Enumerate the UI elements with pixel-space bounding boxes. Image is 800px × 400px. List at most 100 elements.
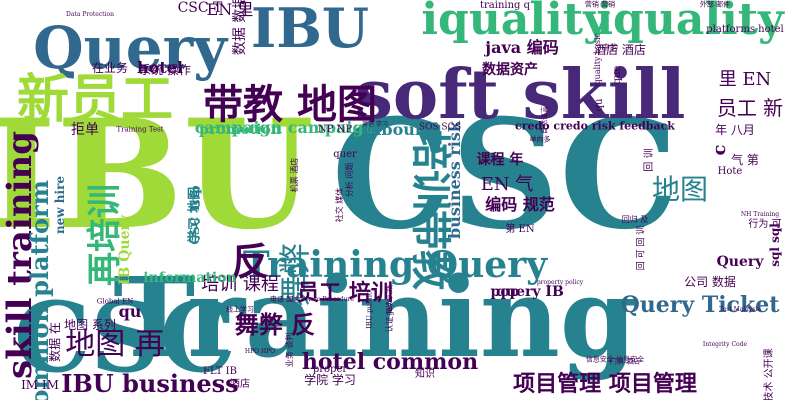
word-cloud-word: Hote xyxy=(717,166,743,177)
word-cloud-word: quer xyxy=(333,149,357,160)
word-cloud-word: NH Training xyxy=(740,211,780,218)
word-cloud-word: IBU business xyxy=(61,369,239,398)
word-cloud-word: 回 训 xyxy=(644,148,655,172)
word-cloud-word: 地图 再 xyxy=(65,327,165,362)
word-cloud-word: 员工 培训 xyxy=(297,280,393,306)
word-cloud-word: 中的 xyxy=(602,43,618,52)
word-cloud-word: promotion xyxy=(199,122,281,138)
word-cloud-word: 回 可 回 训 xyxy=(636,225,647,271)
word-cloud-word: 系统 操作 xyxy=(139,63,191,77)
word-cloud-word: Inbound xyxy=(362,120,438,139)
word-cloud-word: IBU xyxy=(251,0,369,60)
word-cloud-word: iquality xyxy=(596,0,784,45)
word-cloud-word: Training Test xyxy=(116,125,164,134)
word-cloud-word: iquality basic xyxy=(593,32,602,88)
word-cloud-word: IBU public xyxy=(365,291,374,329)
word-cloud-word: CSC Trip xyxy=(188,185,202,245)
word-cloud-word: platforms hotel xyxy=(706,24,784,35)
word-cloud-word: IB Query xyxy=(117,214,133,286)
word-cloud-word: proper xyxy=(312,364,348,375)
word-cloud-word: 课程 年 xyxy=(476,152,524,168)
word-cloud-word: 地图 xyxy=(651,173,709,206)
word-cloud-word: 外部 邮件 xyxy=(699,0,731,9)
word-cloud-word: 分析 问题 xyxy=(345,162,354,198)
word-cloud-word: hotel common xyxy=(301,349,479,375)
word-cloud-word: CSC T xyxy=(177,0,223,16)
word-cloud-word: IM IM xyxy=(21,378,59,392)
word-cloud-word: Training xyxy=(113,253,637,382)
word-cloud-word: 项目管理 项目管理 xyxy=(513,371,697,397)
word-cloud-word: 阅读 实践 xyxy=(385,284,394,316)
word-cloud-word: 机票 酒店 xyxy=(290,157,299,193)
word-cloud-word: credo credo risk feedback xyxy=(515,119,675,133)
word-cloud-word: NP NP xyxy=(317,124,353,135)
word-cloud-word: IBU xyxy=(0,87,314,263)
word-cloud-word: que xyxy=(612,65,623,85)
word-cloud-word: 行为 可 xyxy=(748,219,782,230)
word-cloud-word: 新员工 xyxy=(16,69,174,130)
word-cloud-word: 在业务 xyxy=(91,61,129,75)
word-cloud-word: 带教 地图 xyxy=(203,81,377,128)
word-cloud-word: 数据资产 xyxy=(482,62,538,78)
word-cloud-word: Training Query xyxy=(242,244,548,286)
word-cloud-word: 员工 新 xyxy=(716,96,784,120)
word-cloud-word: EN 里 xyxy=(206,0,254,19)
word-cloud-word: 拒单 xyxy=(71,122,99,138)
word-cloud-word: 社交 媒体 xyxy=(335,187,344,223)
word-cloud-word: 线上学习 xyxy=(226,305,254,314)
word-cloud-word: 第 EN xyxy=(505,224,535,235)
word-cloud-word: 门票 酒店 xyxy=(609,357,641,366)
word-cloud-word: 反 xyxy=(230,239,270,284)
word-cloud-word: Query xyxy=(33,14,227,82)
word-cloud-word: 自然语言 xyxy=(540,106,549,134)
word-cloud-word: 电话 国内 xyxy=(269,295,301,304)
word-cloud-word: java 编码 xyxy=(485,38,559,57)
word-cloud-word: training q xyxy=(479,0,531,11)
word-cloud-word: soft skill xyxy=(354,55,686,135)
word-cloud-word: common platform xyxy=(25,179,54,400)
word-cloud-word: iquality xyxy=(421,0,609,45)
word-cloud-word: Integrity Code xyxy=(702,341,748,348)
word-cloud-word: Data Protection xyxy=(66,11,114,18)
word-cloud-word: Global EN xyxy=(96,297,134,306)
word-cloud-word: c xyxy=(709,144,730,156)
word-cloud-word: Query Ticket xyxy=(620,292,780,318)
word-cloud-word: 业务 谈判 xyxy=(285,332,294,368)
word-cloud-word: CSC xyxy=(13,281,237,394)
word-cloud-word: 英语 学习 xyxy=(362,121,388,128)
word-cloud-word: Aero Procedure xyxy=(306,296,354,303)
word-cloud-word: 学院 学习 xyxy=(304,373,356,387)
word-cloud-word: 酒店 xyxy=(230,379,250,390)
word-cloud-word: 数据 在 xyxy=(48,322,62,362)
word-cloud-word: 回归 及 xyxy=(621,215,649,224)
word-cloud-word: 编码 规范 xyxy=(485,195,555,214)
word-cloud-word: SOS SOS xyxy=(418,122,462,133)
word-cloud-word: CSC xyxy=(331,87,679,263)
word-cloud-word: 里 EN xyxy=(718,69,772,90)
word-cloud-word: Test Malaysia xyxy=(719,306,761,313)
word-cloud-word: information xyxy=(143,270,237,286)
word-cloud-word: 地图 系列 xyxy=(64,318,116,332)
word-cloud-word: 年 八月 xyxy=(715,123,755,137)
word-cloud-word: property policy xyxy=(536,279,584,286)
word-cloud-word: 数据 数据 xyxy=(232,0,248,56)
word-cloud-word: 技术 公开课 xyxy=(764,348,775,400)
word-cloud-word: business risk xyxy=(445,121,464,239)
word-cloud-word: new hire xyxy=(53,175,67,235)
word-cloud-word: hotel xyxy=(137,58,183,77)
word-cloud-word: 公司 数据 xyxy=(684,275,736,289)
word-cloud-word: pop xyxy=(490,284,520,300)
word-cloud-word: 单向多 xyxy=(529,135,551,144)
word-cloud-word: 营销 营销 xyxy=(584,0,616,9)
word-cloud-word: EN 气 xyxy=(480,174,534,195)
word-cloud-word: 气 第 xyxy=(731,153,759,167)
word-cloud-word: Query xyxy=(716,254,764,270)
word-cloud-word: qu xyxy=(118,302,142,321)
word-cloud-word: HPO HPO xyxy=(244,348,276,355)
word-cloud-word: 知识 xyxy=(415,369,435,380)
word-cloud-word: 酒店 酒店 xyxy=(594,43,646,57)
word-cloud-word: query IB xyxy=(496,284,564,300)
word-cloud-word: qu xyxy=(594,98,605,112)
word-cloud-word: 信息安全 信息安全 xyxy=(585,355,645,364)
